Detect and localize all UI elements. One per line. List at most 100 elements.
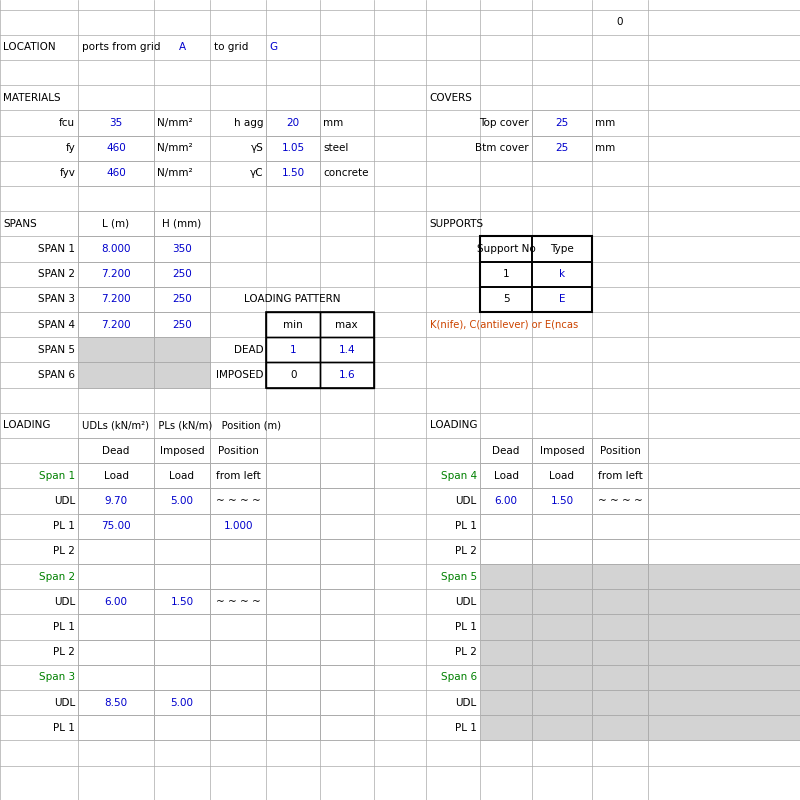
Bar [648,564,800,589]
Bar [210,690,266,715]
Text: 1.05: 1.05 [282,143,305,153]
Bar [532,564,592,589]
Bar [154,438,210,463]
Text: L (m): L (m) [102,218,130,229]
Text: Imposed: Imposed [160,446,204,455]
Bar [592,690,648,715]
Bar [78,362,154,388]
Text: Span 6: Span 6 [441,672,477,682]
Text: 25: 25 [555,118,569,128]
Bar [532,564,592,589]
Text: SPAN 5: SPAN 5 [38,345,75,354]
Bar [532,488,592,514]
Text: 1.50: 1.50 [282,168,305,178]
Bar [266,690,320,715]
Text: N/mm²: N/mm² [157,118,193,128]
Text: 9.70: 9.70 [105,496,127,506]
Bar [78,338,154,362]
Bar [78,362,154,388]
Bar [532,665,592,690]
Text: Support No: Support No [477,244,535,254]
Text: 460: 460 [106,168,126,178]
Bar [266,589,320,614]
Bar [320,589,374,614]
Text: PL 2: PL 2 [54,647,75,658]
Bar [532,262,592,286]
Bar [532,665,592,690]
Text: Span 3: Span 3 [39,672,75,682]
Text: MATERIALS: MATERIALS [3,93,61,102]
Text: steel: steel [323,143,349,153]
Bar [592,463,648,488]
Text: LOCATION: LOCATION [3,42,56,53]
Text: LOADING: LOADING [3,421,50,430]
Bar [154,262,210,286]
Text: 75.00: 75.00 [101,522,131,531]
Bar [532,438,592,463]
Bar [320,463,374,488]
Bar [266,488,320,514]
Text: 460: 460 [106,143,126,153]
Bar [210,463,266,488]
Bar [210,514,266,539]
Bar [592,488,648,514]
Text: 250: 250 [172,269,192,279]
Bar [266,463,320,488]
Bar [320,338,374,362]
Bar [648,690,800,715]
Bar [210,539,266,564]
Bar [154,665,210,690]
Bar [78,463,154,488]
Bar [592,514,648,539]
Bar [320,362,374,388]
Text: mm: mm [323,118,343,128]
Bar [266,161,320,186]
Bar [480,514,532,539]
Text: K(nife), C(antilever) or E(ncas: K(nife), C(antilever) or E(ncas [430,319,578,330]
Text: 1.50: 1.50 [170,597,194,606]
Bar [648,715,800,741]
Text: Load: Load [103,470,129,481]
Text: 5.00: 5.00 [170,698,194,708]
Text: PL 1: PL 1 [54,723,75,733]
Text: from left: from left [216,470,261,481]
Text: UDL: UDL [54,496,75,506]
Bar [648,640,800,665]
Bar [532,690,592,715]
Bar [78,488,154,514]
Text: 250: 250 [172,319,192,330]
Bar [592,614,648,640]
Bar [480,690,532,715]
Bar [532,640,592,665]
Bar [154,338,210,362]
Bar [78,690,154,715]
Bar [648,614,800,640]
Bar [480,488,532,514]
Text: Dead: Dead [102,446,130,455]
Text: PL 1: PL 1 [54,522,75,531]
Bar [320,690,374,715]
Bar [480,614,532,640]
Text: ~ ~ ~ ~: ~ ~ ~ ~ [216,597,261,606]
Bar [266,110,320,135]
Bar [266,362,320,388]
Bar [78,589,154,614]
Text: Span 1: Span 1 [39,470,75,481]
Text: COVERS: COVERS [430,93,473,102]
Text: ~ ~ ~ ~: ~ ~ ~ ~ [216,496,261,506]
Text: H (mm): H (mm) [162,218,202,229]
Text: 7.200: 7.200 [101,269,131,279]
Text: 1.000: 1.000 [224,522,253,531]
Text: 1.4: 1.4 [338,345,355,354]
Bar [320,488,374,514]
Bar [266,338,320,362]
Text: mm: mm [595,118,615,128]
Bar [320,564,374,589]
Bar [78,665,154,690]
Bar [266,312,320,338]
Bar [78,312,154,338]
Text: Dead: Dead [492,446,520,455]
Bar [532,589,592,614]
Text: 7.200: 7.200 [101,319,131,330]
Bar [78,287,154,312]
